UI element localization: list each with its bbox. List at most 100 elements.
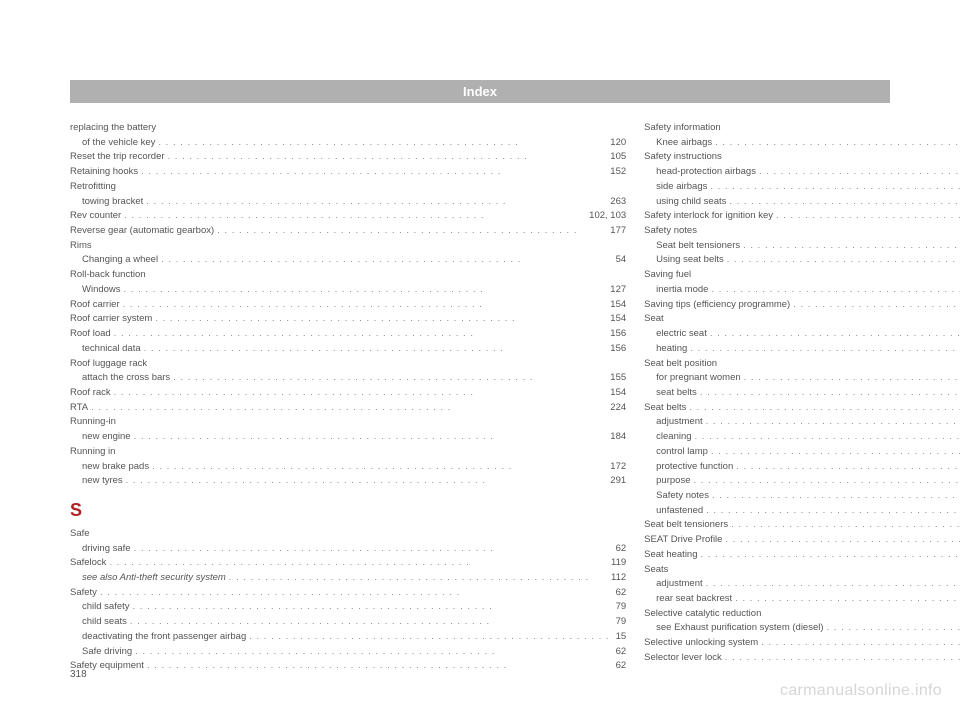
entry-label: Using seat belts — [656, 253, 724, 268]
entry-label: heating — [656, 342, 687, 357]
entry-label: Knee airbags — [656, 136, 712, 151]
leader-dots — [671, 563, 960, 578]
entry-label: child seats — [82, 615, 127, 630]
entry-page: 291 — [607, 474, 626, 489]
entry-label: attach the cross bars — [82, 371, 170, 386]
leader-dots — [135, 645, 609, 660]
index-entry: Running in — [70, 445, 626, 460]
entry-page: 156 — [607, 327, 626, 342]
entry-label: technical data — [82, 342, 141, 357]
index-subentry: Seat belt tensioners72 — [644, 239, 960, 254]
entry-label: see Exhaust purification system (diesel) — [656, 621, 823, 636]
index-entry: SEAT Drive Profile225 — [644, 533, 960, 548]
index-subentry: Safety notes69 — [644, 489, 960, 504]
index-entry: Safety information — [644, 121, 960, 136]
entry-label: seat belts — [656, 386, 697, 401]
index-entry: Safelock119 — [70, 556, 626, 571]
leader-dots — [700, 386, 960, 401]
leader-dots — [735, 592, 960, 607]
index-entry: Safety equipment62 — [70, 659, 626, 674]
entry-label: Changing a wheel — [82, 253, 158, 268]
index-entry: Roof carrier154 — [70, 298, 626, 313]
leader-dots — [731, 518, 960, 533]
index-entry: Reverse gear (automatic gearbox)177 — [70, 224, 626, 239]
entry-page: 15 — [613, 630, 627, 645]
index-column: Safety informationKnee airbags16Safety i… — [644, 121, 960, 674]
index-entry: Running-in — [70, 415, 626, 430]
index-entry: Roof load 156 — [70, 327, 626, 342]
index-subentry: for pregnant women13 — [644, 371, 960, 386]
leader-dots — [743, 239, 960, 254]
entry-label: adjustment — [656, 577, 702, 592]
entry-page: 112 — [608, 571, 626, 586]
leader-dots — [134, 430, 605, 445]
entry-label: Retaining hooks — [70, 165, 138, 180]
entry-label: Safety information — [644, 121, 721, 136]
index-subentry: adjustment13, 71 — [644, 415, 960, 430]
leader-dots — [689, 401, 960, 416]
index-entry: Safety instructions — [644, 150, 960, 165]
index-subentry: head-protection airbags76 — [644, 165, 960, 180]
leader-dots — [729, 195, 960, 210]
entry-label: Roll-back function — [70, 268, 146, 283]
index-subentry: electric seat13 — [644, 327, 960, 342]
entry-label: driving safe — [82, 542, 131, 557]
watermark-text: carmanualsonline.info — [780, 682, 942, 700]
entry-page: 62 — [613, 586, 627, 601]
leader-dots — [150, 357, 623, 372]
leader-dots — [793, 298, 960, 313]
leader-dots — [711, 445, 960, 460]
leader-dots — [744, 371, 960, 386]
leader-dots — [119, 415, 623, 430]
index-subentry: attach the cross bars155 — [70, 371, 626, 386]
index-subentry: side airbags75 — [644, 180, 960, 195]
entry-label: Seat heating — [644, 548, 697, 563]
leader-dots — [693, 474, 960, 489]
leader-dots — [710, 180, 960, 195]
index-entry: Selective catalytic reduction — [644, 607, 960, 622]
leader-dots — [700, 224, 960, 239]
index-entry: Seat — [644, 312, 960, 327]
entry-label: Selective catalytic reduction — [644, 607, 761, 622]
entry-label: Retrofitting — [70, 180, 116, 195]
entry-label: Roof load — [70, 327, 111, 342]
leader-dots — [124, 209, 583, 224]
index-subentry: Windows127 — [70, 283, 626, 298]
index-entry: Safety interlock for ignition key165 — [644, 209, 960, 224]
entry-label: Seat belt tensioners — [656, 239, 740, 254]
entry-label: Saving tips (efficiency programme) — [644, 298, 790, 313]
entry-label: Seats — [644, 563, 668, 578]
page-title: Index — [70, 80, 890, 103]
index-subentry: new engine184 — [70, 430, 626, 445]
leader-dots — [711, 283, 960, 298]
entry-label: Safety — [70, 586, 97, 601]
leader-dots — [118, 445, 623, 460]
entry-page: 54 — [613, 253, 627, 268]
entry-label: unfastened — [656, 504, 703, 519]
entry-label: Roof luggage rack — [70, 357, 147, 372]
entry-label: child safety — [82, 600, 130, 615]
section-letter: S — [70, 497, 626, 525]
leader-dots — [114, 386, 605, 401]
index-subentry: technical data156 — [70, 342, 626, 357]
entry-label: Safe driving — [82, 645, 132, 660]
index-subentry: see also Anti-theft security system112 — [70, 571, 626, 586]
leader-dots — [95, 239, 624, 254]
leader-dots — [159, 121, 623, 136]
leader-dots — [146, 195, 604, 210]
index-entry: Safety 62 — [70, 586, 626, 601]
index-entry: Roof rack154 — [70, 386, 626, 401]
leader-dots — [168, 150, 605, 165]
entry-label: Running-in — [70, 415, 116, 430]
index-subentry: Changing a wheel 54 — [70, 253, 626, 268]
entry-page: 120 — [607, 136, 626, 151]
index-entry: Roof luggage rack — [70, 357, 626, 372]
index-subentry: seat belts13 — [644, 386, 960, 401]
index-subentry: adjustment143 — [644, 577, 960, 592]
index-entry: Safety notes — [644, 224, 960, 239]
entry-page: 224 — [607, 401, 626, 416]
entry-label: cleaning — [656, 430, 691, 445]
entry-label: control lamp — [656, 445, 708, 460]
leader-dots — [667, 312, 960, 327]
entry-label: head-protection airbags — [656, 165, 756, 180]
